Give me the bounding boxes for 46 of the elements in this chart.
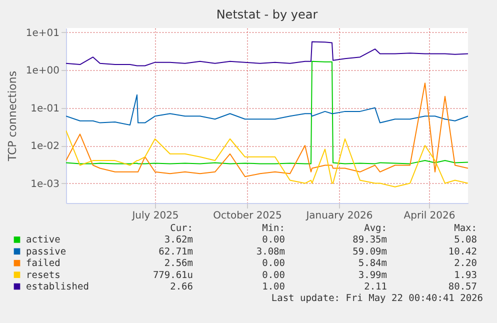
text: 2.20 [454,258,478,270]
text: 2.56m [164,258,194,270]
y-tick-label: 1e-02 [30,141,60,152]
y-axis-title: TCP connections [6,70,19,162]
text: 80.57 [448,282,477,292]
text: 2.11 [364,282,388,292]
legend-label: active [26,234,61,246]
text: 3.08m [256,246,286,258]
text: 2.66 [170,282,194,292]
text: 5.84m [358,258,388,270]
line-series [66,130,468,188]
legend-label: established [26,282,89,292]
text: Min: [262,223,285,234]
text: Last update: Fri May 22 00:40:41 2026 [271,293,484,304]
y-tick-label: 1e-03 [30,178,60,190]
x-tick-label: January 2026 [305,210,373,222]
legend-label: failed [26,258,60,270]
text: 779.61u [152,270,193,281]
text: 0.00 [262,234,286,246]
legend-label: passive [26,246,66,258]
text: Avg: [364,223,387,234]
text: Cur: [170,223,193,234]
text: Max: [454,223,477,234]
text: 0.00 [262,270,286,281]
y-tick-label: 1e+01 [26,28,60,39]
x-tick-label: July 2025 [131,210,179,222]
line-series [66,94,468,126]
line-series [66,41,468,66]
line-series [66,60,468,164]
text: 5.08 [454,234,478,246]
text: 1.93 [454,270,477,281]
text: 3.62m [164,234,194,246]
text: 3.99m [358,270,388,281]
y-tick-label: 1e-01 [30,103,60,114]
text: 89.35m [352,234,388,246]
text: 59.09m [352,246,388,258]
legend-label: resets [26,270,60,281]
y-tick-label: 1e+00 [26,66,60,77]
text: 10.42 [448,246,477,258]
line-series [66,82,468,178]
text: 0.00 [262,258,286,270]
x-tick-label: April 2026 [404,210,456,222]
text: 1.00 [262,282,286,292]
chart-title: Netstat - by year [216,7,318,22]
x-tick-label: October 2025 [213,210,282,222]
text: 62.71m [158,246,194,258]
